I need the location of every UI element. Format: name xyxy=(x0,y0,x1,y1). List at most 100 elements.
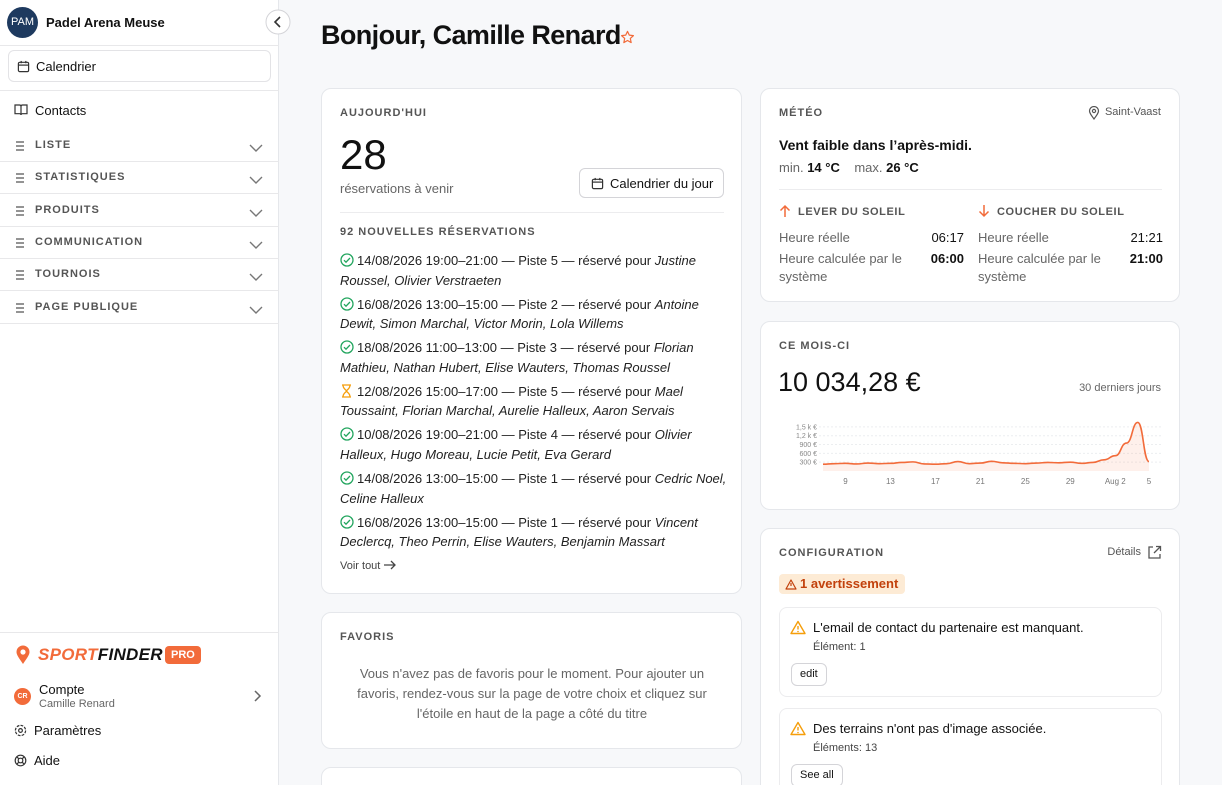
sunrise-title: LEVER DU SOLEIL xyxy=(798,206,906,218)
nav-section[interactable]: STATISTIQUES xyxy=(35,171,126,184)
weather-summary: Vent faible dans l’après-midi. xyxy=(779,137,972,153)
org-avatar[interactable]: PAM xyxy=(7,7,38,38)
section-icon-svg xyxy=(16,173,24,183)
y-tick-label: 1,5 k € xyxy=(796,424,817,431)
y-tick-label: 900 € xyxy=(799,442,817,449)
divider xyxy=(0,45,279,46)
hourglass xyxy=(342,384,351,398)
nav-section[interactable]: TOURNOIS xyxy=(35,268,101,281)
config-item: L'email de contact du partenaire est man… xyxy=(779,607,1162,697)
section-icon-svg xyxy=(16,302,24,313)
favorite-star[interactable] xyxy=(620,30,635,45)
status-icon xyxy=(340,253,357,272)
min-label: min. xyxy=(779,160,804,175)
contacts-icon xyxy=(14,104,28,116)
x-tick-label: 21 xyxy=(976,477,985,486)
settings-link[interactable]: Paramètres xyxy=(34,723,102,738)
reservation-names: Justine Roussel, Olivier Verstraeten xyxy=(340,253,696,288)
section-icon-svg xyxy=(16,141,24,151)
help-link[interactable]: Aide xyxy=(34,753,61,768)
check xyxy=(340,296,354,311)
reservation-names: Antoine Dewit, Simon Marchal, Victor Mor… xyxy=(340,296,699,332)
time-label: Heure réelle xyxy=(978,230,1049,245)
divider xyxy=(0,322,279,324)
section-chevron xyxy=(249,302,263,320)
weather-card: MÉTÉO Saint-Vaast Vent faible dans l’apr… xyxy=(760,88,1180,302)
reservation-names: Cedric Noel, Celine Halleux xyxy=(340,471,727,506)
divider xyxy=(0,257,279,259)
reservation[interactable]: 14/08/2026 13:00–15:00 — Piste 1 — réser… xyxy=(340,470,730,507)
day-calendar-button[interactable]: Calendrier du jour xyxy=(579,168,724,198)
card-title: CE MOIS-CI xyxy=(779,340,851,352)
org-name[interactable]: Padel Arena Meuse xyxy=(46,15,165,30)
reservation-names: Olivier Halleux, Hugo Moreau, Lucie Peti… xyxy=(340,427,692,462)
reservation[interactable]: 16/08/2026 13:00–15:00 — Piste 2 — réser… xyxy=(340,296,730,333)
reservation-text: 18/08/2026 11:00–13:00 — Piste 3 — réser… xyxy=(357,340,651,356)
account-chevron[interactable] xyxy=(252,689,262,703)
reservation[interactable]: 16/08/2026 13:00–15:00 — Piste 1 — réser… xyxy=(340,514,730,551)
account-label[interactable]: Compte xyxy=(39,682,85,697)
collapse-button[interactable] xyxy=(265,9,291,35)
settings-icon xyxy=(14,724,27,737)
reservation[interactable]: 10/08/2026 19:00–21:00 — Piste 4 — réser… xyxy=(340,426,730,463)
config-action[interactable]: See all xyxy=(791,764,843,785)
location: Saint-Vaast xyxy=(1104,106,1161,118)
series-line xyxy=(822,421,1150,466)
divider xyxy=(0,225,279,227)
divider xyxy=(0,161,279,162)
status-icon xyxy=(340,427,357,446)
section-chevron xyxy=(249,205,263,223)
revenue-chart: 300 € 600 € 900 € 1,2 k € 1,5 k € 9 13 17 21 25 29… xyxy=(796,421,1163,486)
x-tick-label: Aug 2 xyxy=(1105,477,1126,486)
reservation-text: 16/08/2026 13:00–15:00 — Piste 1 — réser… xyxy=(357,514,652,530)
section-chevron-svg xyxy=(249,176,263,185)
config-item: Des terrains n'ont pas d'image associée.… xyxy=(779,708,1162,785)
max-label: max. xyxy=(854,160,883,175)
check xyxy=(340,471,354,485)
section-chevron-svg xyxy=(249,273,263,282)
config-count: Élément: 1 xyxy=(813,641,866,653)
account-avatar: CR xyxy=(14,688,31,705)
contacts-link[interactable]: Contacts xyxy=(35,103,87,118)
card-title: AUJOURD'HUI xyxy=(340,107,427,119)
sidebar: PAM Padel Arena Meuse Calendrier Contact… xyxy=(0,0,279,785)
config-count: Éléments: 13 xyxy=(813,742,878,754)
section-chevron-svg xyxy=(249,209,263,217)
pro-badge: PRO xyxy=(165,646,201,664)
status-icon xyxy=(340,514,357,534)
warning-icon xyxy=(785,579,797,590)
calendar-icon xyxy=(17,60,30,73)
see-all-link[interactable]: Voir tout xyxy=(340,560,397,572)
y-tick-label: 600 € xyxy=(799,451,817,458)
status-icon xyxy=(340,384,357,403)
nav-section[interactable]: LISTE xyxy=(35,139,72,151)
month-card: CE MOIS-CI 10 034,28 € 30 derniers jours… xyxy=(760,321,1180,510)
temperatures: min. 14 °C max. 26 °C xyxy=(779,160,919,175)
calendar-link[interactable]: Calendrier xyxy=(8,50,271,82)
divider xyxy=(0,90,279,91)
reservation[interactable]: 14/08/2026 19:00–21:00 — Piste 5 — réser… xyxy=(340,252,730,289)
divider xyxy=(0,290,279,292)
x-tick-label: 13 xyxy=(886,477,895,486)
status-icon xyxy=(340,296,357,316)
sunset-title: COUCHER DU SOLEIL xyxy=(997,206,1125,218)
config-message: Des terrains n'ont pas d'image associée. xyxy=(813,721,1047,736)
min-temp: 14 °C xyxy=(807,160,840,175)
details-link[interactable]: Détails xyxy=(1107,546,1141,558)
nav-section[interactable]: COMMUNICATION xyxy=(35,235,144,248)
section-chevron xyxy=(249,269,263,287)
brand-name: SPORTFINDER xyxy=(38,645,163,665)
status-icon xyxy=(340,471,357,490)
config-card: CONFIGURATION Détails 1 avertissement L'… xyxy=(760,528,1180,785)
badge-label: 1 avertissement xyxy=(800,576,899,591)
card-title: FAVORIS xyxy=(340,631,395,643)
reservation[interactable]: 12/08/2026 15:00–17:00 — Piste 5 — réser… xyxy=(340,383,730,420)
config-action[interactable]: edit xyxy=(791,663,827,686)
calendar-icon xyxy=(591,177,604,190)
y-tick-label: 1,2 k € xyxy=(796,433,817,440)
section-icon xyxy=(14,171,26,189)
nav-section[interactable]: PRODUITS xyxy=(35,203,100,216)
reservation[interactable]: 18/08/2026 11:00–13:00 — Piste 3 — réser… xyxy=(340,339,730,376)
location-icon xyxy=(1088,106,1100,120)
nav-section[interactable]: PAGE PUBLIQUE xyxy=(35,300,139,313)
